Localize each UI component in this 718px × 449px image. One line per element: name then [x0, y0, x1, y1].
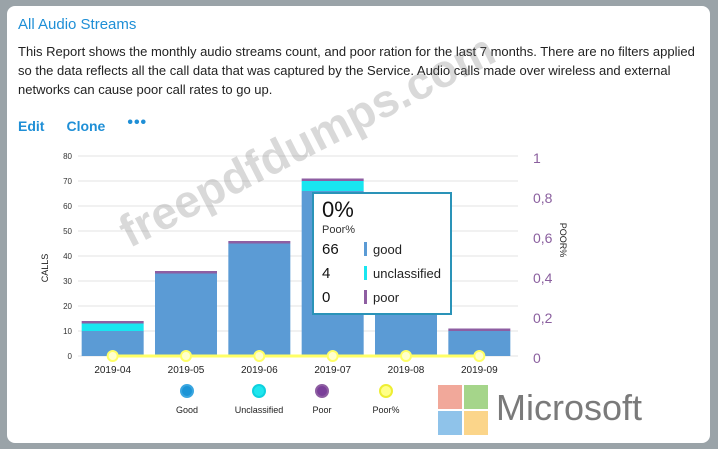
y2-tick-label: 0,4: [533, 270, 553, 286]
bar-good: [228, 243, 291, 356]
y2-axis-label: POOR%: [558, 223, 568, 258]
tooltip-row-unclassified: 4 unclassified: [322, 262, 442, 284]
legend-label: Poor%: [372, 405, 399, 415]
y2-tick-label: 0,6: [533, 230, 553, 246]
y-tick-label: 50: [63, 227, 72, 236]
report-title: All Audio Streams: [18, 16, 137, 33]
tooltip-unclassified-label: unclassified: [373, 265, 441, 281]
y-tick-label: 30: [63, 277, 72, 286]
y-tick-label: 10: [63, 327, 72, 336]
tooltip-percent: 0%: [322, 197, 354, 222]
y-tick-label: 60: [63, 202, 72, 211]
poor-pct-point: [473, 350, 486, 362]
y-tick-label: 0: [68, 352, 73, 361]
y2-tick-label: 0,8: [533, 190, 553, 206]
microsoft-brand-text: Microsoft: [496, 387, 643, 428]
y-axis-label: CALLS: [40, 254, 50, 283]
tooltip-unclassified-value: 4: [322, 264, 331, 282]
poor-pct-point: [253, 350, 266, 362]
tooltip-percent-label: Poor%: [322, 224, 356, 236]
y-tick-label: 20: [63, 302, 72, 311]
legend-marker: [252, 384, 266, 398]
tooltip-row-poor: 0 poor: [322, 286, 442, 308]
report-actions: Edit Clone •••: [18, 114, 147, 134]
bar-poor: [155, 271, 217, 274]
legend-label: Good: [176, 405, 198, 415]
tooltip-row-good: 66 good: [322, 238, 442, 260]
report-panel: All Audio Streams This Report shows the …: [7, 6, 710, 443]
poor-pct-point: [180, 350, 192, 362]
bar-unclassified: [81, 323, 144, 331]
y2-tick-label: 0: [533, 350, 541, 366]
bar-good: [155, 273, 217, 356]
x-tick-label: 2019-07: [314, 365, 351, 376]
bar-poor: [81, 321, 144, 324]
y2-tick-label: 1: [533, 150, 541, 166]
legend-label: Unclassified: [235, 405, 284, 415]
y2-tick-label: 0,2: [533, 310, 553, 326]
tooltip-poor-value: 0: [322, 288, 331, 306]
edit-button[interactable]: Edit: [18, 118, 45, 134]
x-tick-label: 2019-08: [388, 365, 425, 376]
y-tick-label: 40: [63, 252, 72, 261]
unclassified-swatch: [364, 266, 367, 280]
bar-poor: [228, 241, 291, 244]
bar-poor: [448, 328, 511, 331]
poor-pct-point: [106, 350, 119, 362]
legend-marker: [315, 384, 329, 398]
poor-pct-point: [400, 350, 412, 362]
microsoft-logo-icon: [438, 385, 488, 435]
tooltip-poor-label: poor: [373, 289, 400, 305]
clone-button[interactable]: Clone: [66, 118, 106, 134]
poor-swatch: [364, 290, 367, 304]
x-tick-label: 2019-06: [241, 365, 278, 376]
x-tick-label: 2019-05: [168, 365, 205, 376]
tooltip-good-label: good: [373, 241, 402, 257]
x-tick-label: 2019-09: [461, 365, 498, 376]
report-description: This Report shows the monthly audio stre…: [18, 44, 695, 97]
bar-unclassified: [301, 181, 364, 191]
y-tick-label: 80: [63, 152, 72, 161]
legend-label: Poor: [312, 405, 331, 415]
legend-marker: [180, 384, 194, 398]
x-tick-label: 2019-04: [94, 365, 131, 376]
more-options-button[interactable]: •••: [127, 114, 148, 131]
poor-pct-point: [326, 350, 339, 362]
good-swatch: [364, 242, 367, 256]
tooltip-good-value: 66: [322, 240, 339, 258]
y-tick-label: 70: [63, 177, 72, 186]
legend-marker: [379, 384, 393, 398]
chart-tooltip: 0% Poor% 66 good 4 unclassified 0 poor: [312, 192, 452, 315]
bar-poor: [301, 178, 364, 181]
